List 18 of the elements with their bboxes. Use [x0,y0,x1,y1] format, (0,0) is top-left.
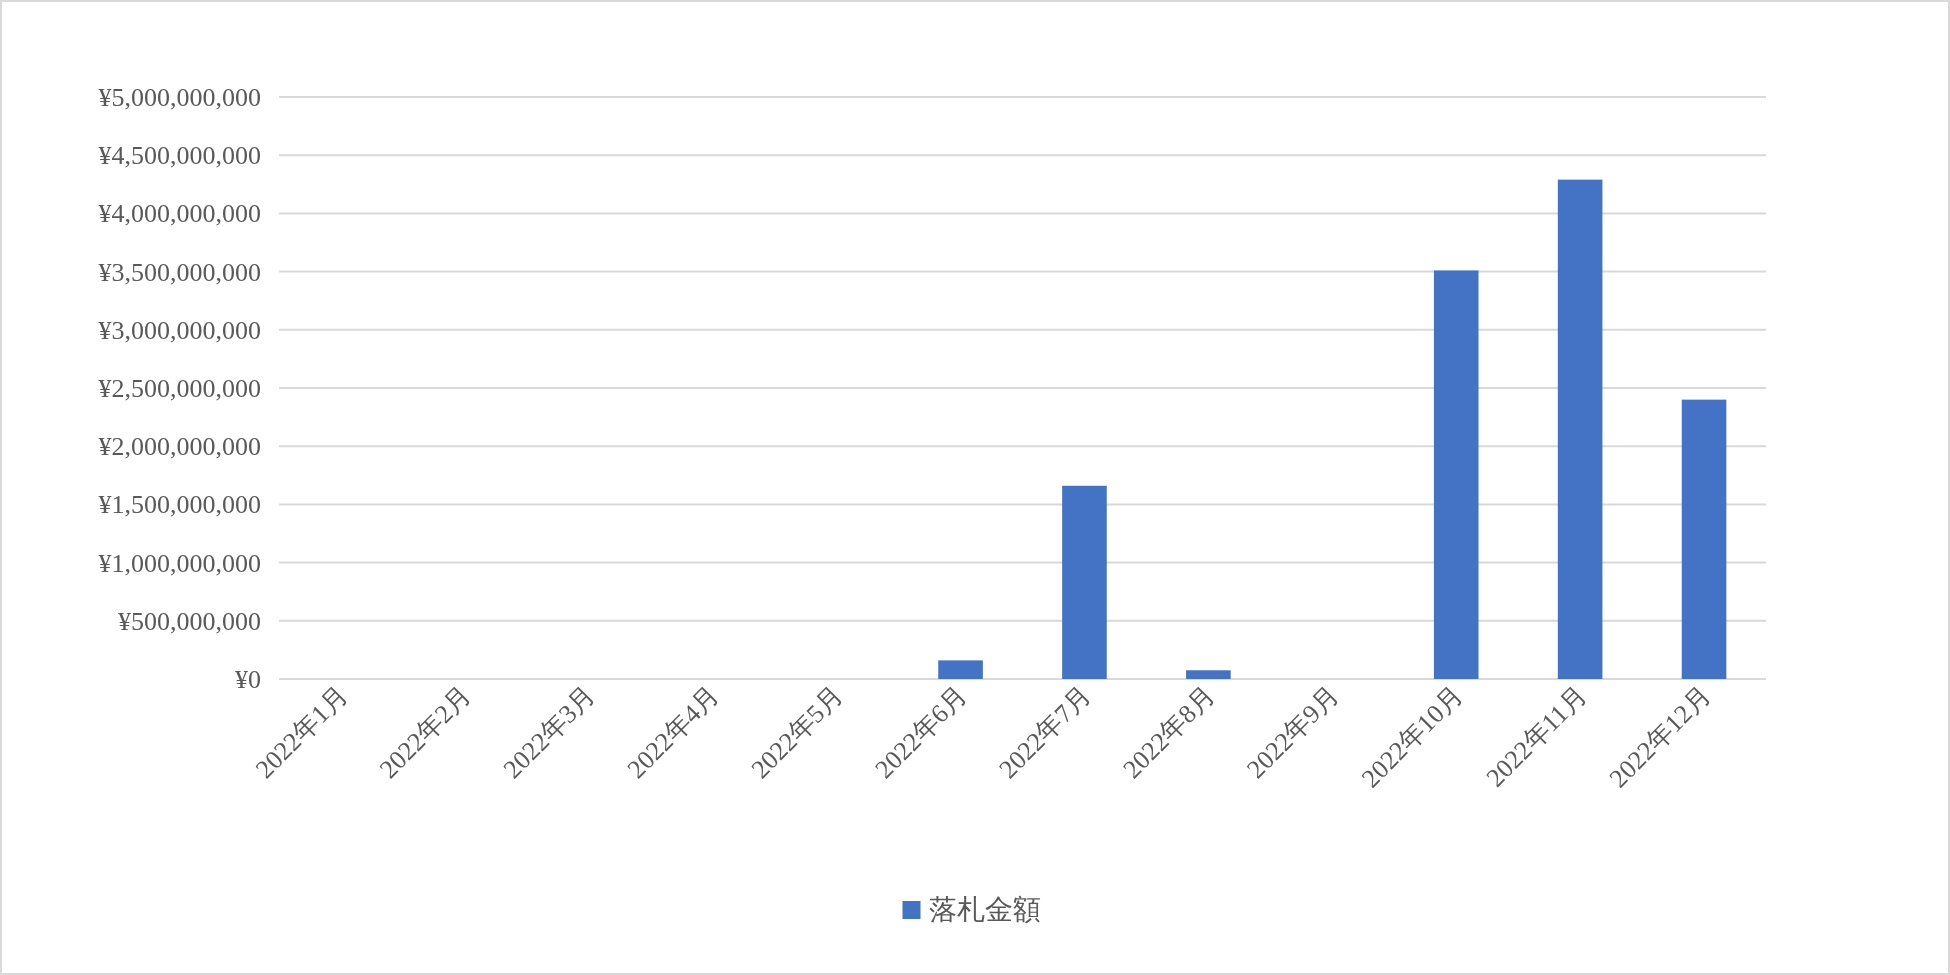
y-tick-label: ¥2,500,000,000 [98,374,261,403]
y-tick-label: ¥500,000,000 [118,606,261,636]
bar [1186,670,1231,679]
y-tick-label: ¥3,000,000,000 [98,315,261,345]
y-tick-label: ¥5,000,000,000 [98,83,261,112]
y-tick-label: ¥1,500,000,000 [98,490,261,520]
y-tick-label: ¥3,500,000,000 [98,257,261,287]
y-tick-label: ¥2,000,000,000 [98,432,261,462]
y-tick-label: ¥0 [235,665,261,694]
bar [1681,399,1727,679]
y-tick-label: ¥4,500,000,000 [98,141,261,171]
bar [1557,179,1603,679]
y-tick-label: ¥1,000,000,000 [98,548,261,578]
legend-label: 落札金額 [928,894,1041,925]
bar [1062,485,1107,679]
bar [938,660,983,679]
y-tick-label: ¥4,000,000,000 [98,199,261,229]
bar [1433,270,1479,679]
